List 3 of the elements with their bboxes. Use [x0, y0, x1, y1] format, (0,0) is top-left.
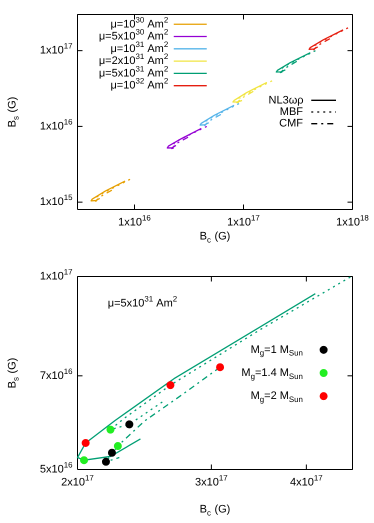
annotation: MBF [280, 106, 304, 118]
annotation: CMF [279, 118, 304, 130]
annotation: NL3ωρ [268, 94, 304, 106]
